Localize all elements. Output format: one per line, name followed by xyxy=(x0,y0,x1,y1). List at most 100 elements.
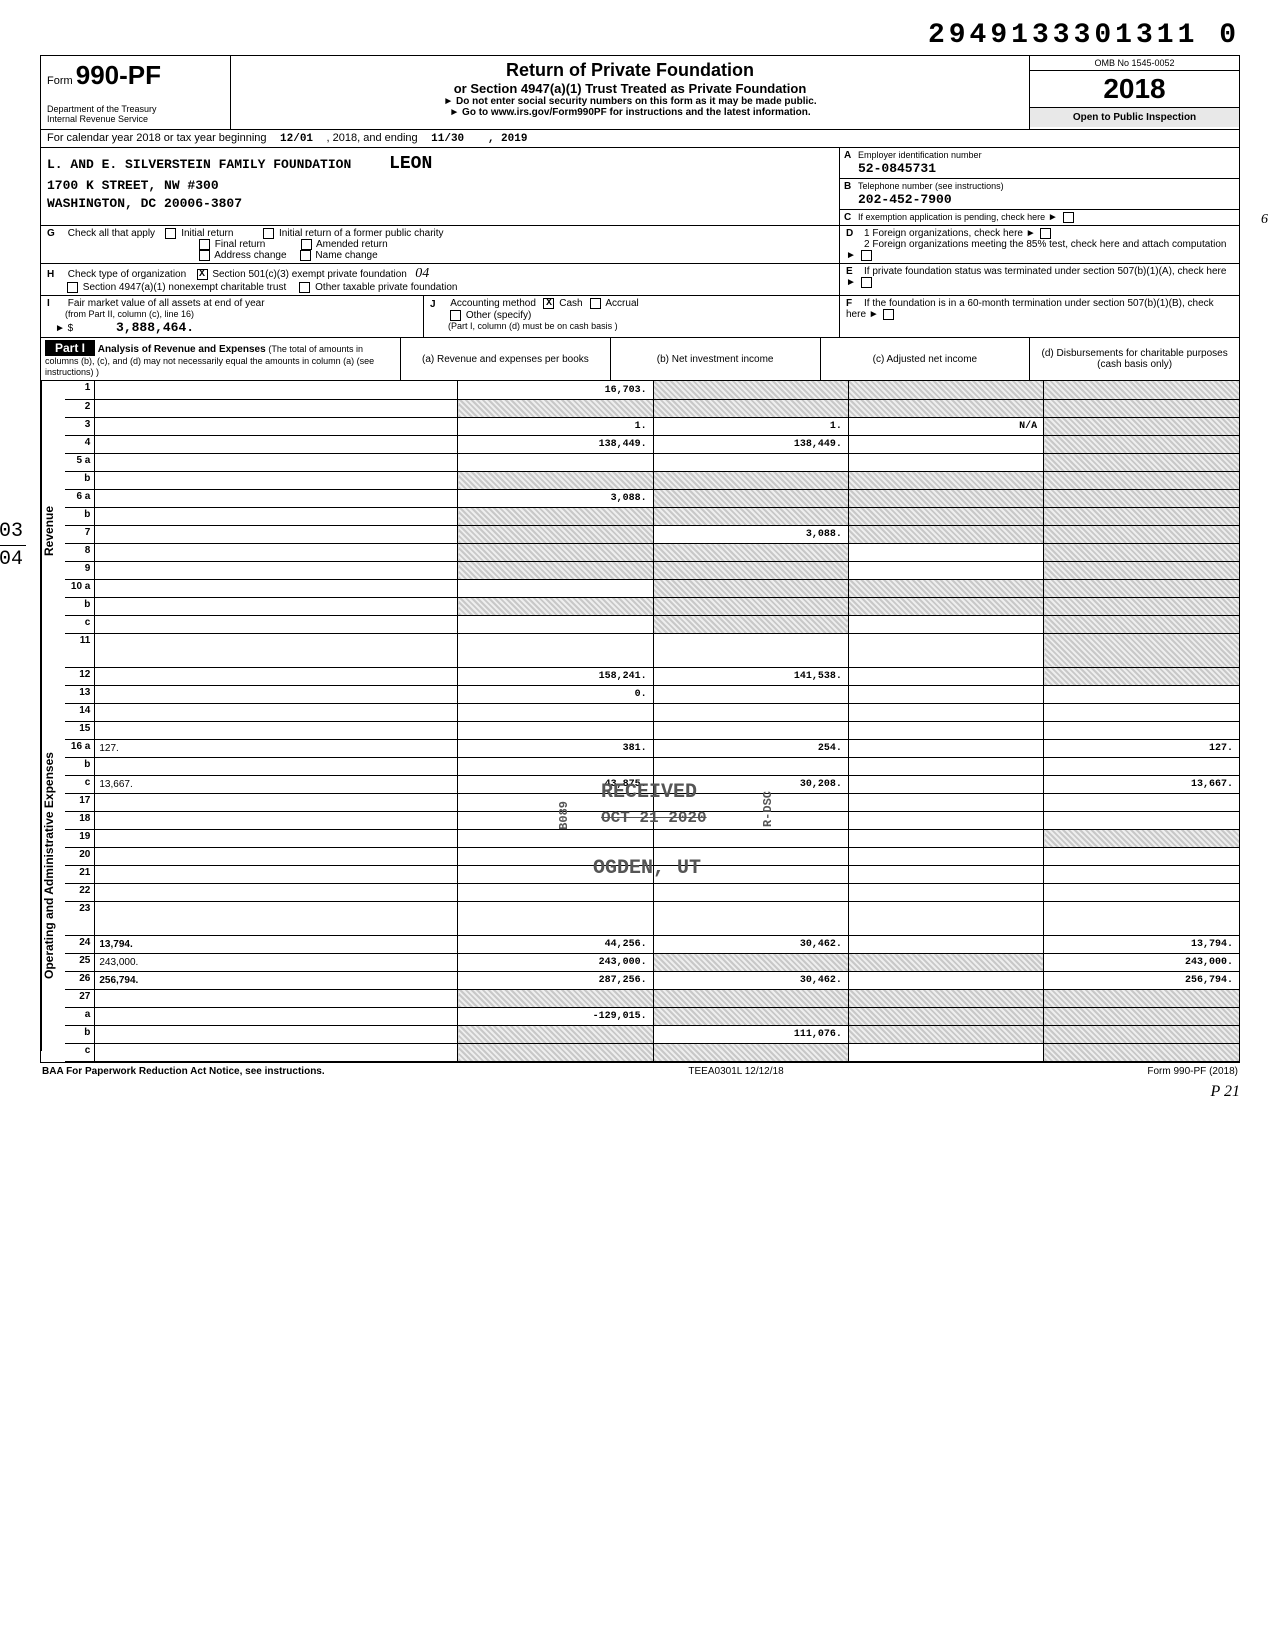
org-name: L. AND E. SILVERSTEIN FAMILY FOUNDATION xyxy=(47,157,351,172)
line-desc xyxy=(95,901,458,935)
box-ij: I Fair market value of all assets at end… xyxy=(41,296,839,337)
col-d xyxy=(1044,525,1239,543)
box-c: CIf exemption application is pending, ch… xyxy=(840,210,1239,225)
line-num: 19 xyxy=(65,829,95,847)
col-a xyxy=(458,507,653,525)
col-a xyxy=(458,721,653,739)
line-num: b xyxy=(65,1025,95,1043)
g-final-return-checkbox[interactable] xyxy=(199,239,210,250)
d1-checkbox[interactable] xyxy=(1040,228,1051,239)
line-desc xyxy=(95,721,458,739)
line-desc xyxy=(95,417,458,435)
entity-right-column: AEmployer identification number 52-08457… xyxy=(839,148,1239,225)
j-accrual-checkbox[interactable] xyxy=(590,298,601,309)
line-r27c: c xyxy=(65,1043,1239,1061)
footer-baa: BAA For Paperwork Reduction Act Notice, … xyxy=(42,1066,325,1077)
col-d xyxy=(1044,721,1239,739)
col-c xyxy=(848,1043,1043,1061)
col-a xyxy=(458,597,653,615)
h-501c3-checkbox[interactable]: X xyxy=(197,269,208,280)
line-desc xyxy=(95,757,458,775)
line-r19: 19 xyxy=(65,829,1239,847)
line-desc xyxy=(95,633,458,667)
col-a xyxy=(458,847,653,865)
entity-name-address: L. AND E. SILVERSTEIN FAMILY FOUNDATION … xyxy=(41,148,839,225)
line-num: c xyxy=(65,1043,95,1061)
line-desc xyxy=(95,543,458,561)
handwritten-04: 04 xyxy=(415,266,429,281)
e-checkbox[interactable] xyxy=(861,277,872,288)
col-b xyxy=(653,471,848,489)
d1-label: 1 Foreign organizations, check here xyxy=(864,228,1023,239)
col-b xyxy=(653,543,848,561)
col-d xyxy=(1044,615,1239,633)
line-r6b: b xyxy=(65,507,1239,525)
part1-body: RECEIVED OCT 21 2020 OGDEN, UT B089 R-DS… xyxy=(41,381,1239,1062)
line-num: 4 xyxy=(65,435,95,453)
d2-checkbox[interactable] xyxy=(861,250,872,261)
line-r13: 130. xyxy=(65,685,1239,703)
g-initial-return-checkbox[interactable] xyxy=(165,228,176,239)
phone-label: Telephone number (see instructions) xyxy=(858,181,1004,191)
col-b: 30,462. xyxy=(653,971,848,989)
col-a: 3,088. xyxy=(458,489,653,507)
line-desc: 13,667. xyxy=(95,775,458,793)
col-c xyxy=(848,543,1043,561)
g-name-change-checkbox[interactable] xyxy=(300,250,311,261)
line-desc: 243,000. xyxy=(95,953,458,971)
c-checkbox[interactable] xyxy=(1063,212,1074,223)
col-c xyxy=(848,847,1043,865)
line-num: 25 xyxy=(65,953,95,971)
col-c xyxy=(848,453,1043,471)
h-other-taxable-checkbox[interactable] xyxy=(299,282,310,293)
col-a xyxy=(458,793,653,811)
revenue-side-label: Revenue xyxy=(41,381,65,681)
line-num: 21 xyxy=(65,865,95,883)
line-desc xyxy=(95,453,458,471)
line-num: 1 xyxy=(65,381,95,399)
col-b xyxy=(653,633,848,667)
col-a: 381. xyxy=(458,739,653,757)
line-num: 6 a xyxy=(65,489,95,507)
col-c xyxy=(848,471,1043,489)
dept-line2: Internal Revenue Service xyxy=(47,115,224,125)
j-other-checkbox[interactable] xyxy=(450,310,461,321)
h-4947-checkbox[interactable] xyxy=(67,282,78,293)
col-c xyxy=(848,633,1043,667)
col-a: 243,000. xyxy=(458,953,653,971)
line-desc xyxy=(95,811,458,829)
line-desc xyxy=(95,471,458,489)
g-opt-4: Amended return xyxy=(316,239,388,250)
line-r2: 2 xyxy=(65,399,1239,417)
col-b xyxy=(653,597,848,615)
j-cash-checkbox[interactable]: X xyxy=(543,298,554,309)
part1-table: 116,703.231.1.N/A4138,449.138,449.5 ab6 … xyxy=(65,381,1239,1062)
footer-right: Form 990-PF (2018) xyxy=(1147,1066,1238,1077)
col-d xyxy=(1044,399,1239,417)
line-r26: 26256,794.287,256.30,462.256,794. xyxy=(65,971,1239,989)
line-desc xyxy=(95,561,458,579)
line-num: b xyxy=(65,757,95,775)
col-c xyxy=(848,597,1043,615)
form-header: Form 990-PF Department of the Treasury I… xyxy=(41,56,1239,130)
col-a xyxy=(458,703,653,721)
g-former-public-checkbox[interactable] xyxy=(263,228,274,239)
entity-block: L. AND E. SILVERSTEIN FAMILY FOUNDATION … xyxy=(41,148,1239,226)
col-b xyxy=(653,561,848,579)
col-d: 127. xyxy=(1044,739,1239,757)
line-r4: 4138,449.138,449. xyxy=(65,435,1239,453)
g-amended-checkbox[interactable] xyxy=(301,239,312,250)
col-a: -129,015. xyxy=(458,1007,653,1025)
line-r3: 31.1.N/A xyxy=(65,417,1239,435)
f-checkbox[interactable] xyxy=(883,309,894,320)
line-desc xyxy=(95,381,458,399)
col-b xyxy=(653,953,848,971)
date-fraction-margin: 03 04 xyxy=(0,520,26,571)
col-b xyxy=(653,685,848,703)
line-r16c: c13,667.43,875.30,208.13,667. xyxy=(65,775,1239,793)
g-opt-0: Initial return xyxy=(181,228,233,239)
line-r22: 22 xyxy=(65,883,1239,901)
col-d xyxy=(1044,561,1239,579)
g-address-change-checkbox[interactable] xyxy=(199,250,210,261)
col-c xyxy=(848,615,1043,633)
